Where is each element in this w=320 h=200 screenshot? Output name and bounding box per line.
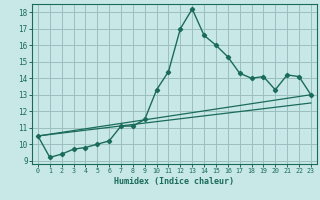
X-axis label: Humidex (Indice chaleur): Humidex (Indice chaleur): [115, 177, 234, 186]
